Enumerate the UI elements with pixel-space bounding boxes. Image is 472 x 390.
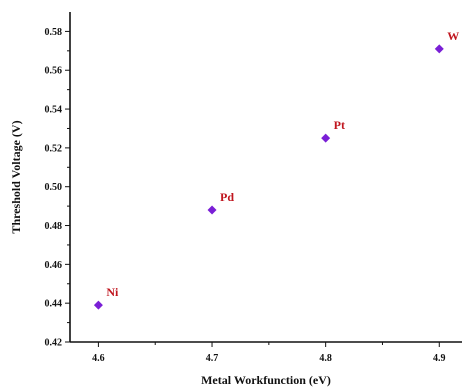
y-tick-label: 0.50 xyxy=(45,182,63,193)
y-tick-label: 0.42 xyxy=(45,338,63,349)
point-label-ni: Ni xyxy=(106,285,119,299)
y-tick-label: 0.54 xyxy=(45,105,63,116)
data-points: Ni Pd Pt W xyxy=(93,29,459,310)
y-tick-label: 0.58 xyxy=(45,27,63,38)
data-point-pd xyxy=(207,205,217,215)
point-label-pd: Pd xyxy=(220,190,234,204)
y-axis-ticks: 0.42 0.44 0.46 0.48 0.50 0.52 0.54 0.56 0.58 xyxy=(45,27,70,349)
x-tick-label: 4.8 xyxy=(319,353,332,364)
y-tick-label: 0.46 xyxy=(45,260,63,271)
x-tick-label: 4.7 xyxy=(206,353,219,364)
point-label-pt: Pt xyxy=(334,118,345,132)
y-tick-label: 0.52 xyxy=(45,143,63,154)
x-tick-label: 4.6 xyxy=(92,353,105,364)
y-axis-title: Threshold Voltage (V) xyxy=(9,120,23,233)
data-point-ni xyxy=(93,300,103,310)
axes xyxy=(69,12,462,343)
y-tick-label: 0.48 xyxy=(45,221,63,232)
y-tick-label: 0.44 xyxy=(45,299,63,310)
data-point-w xyxy=(434,44,444,54)
point-label-w: W xyxy=(447,29,459,43)
x-tick-label: 4.9 xyxy=(433,353,446,364)
x-axis-title: Metal Workfunction (eV) xyxy=(201,373,331,387)
y-tick-label: 0.56 xyxy=(45,66,63,77)
data-point-pt xyxy=(321,133,331,143)
x-axis-ticks: 4.6 4.7 4.8 4.9 xyxy=(92,342,446,364)
